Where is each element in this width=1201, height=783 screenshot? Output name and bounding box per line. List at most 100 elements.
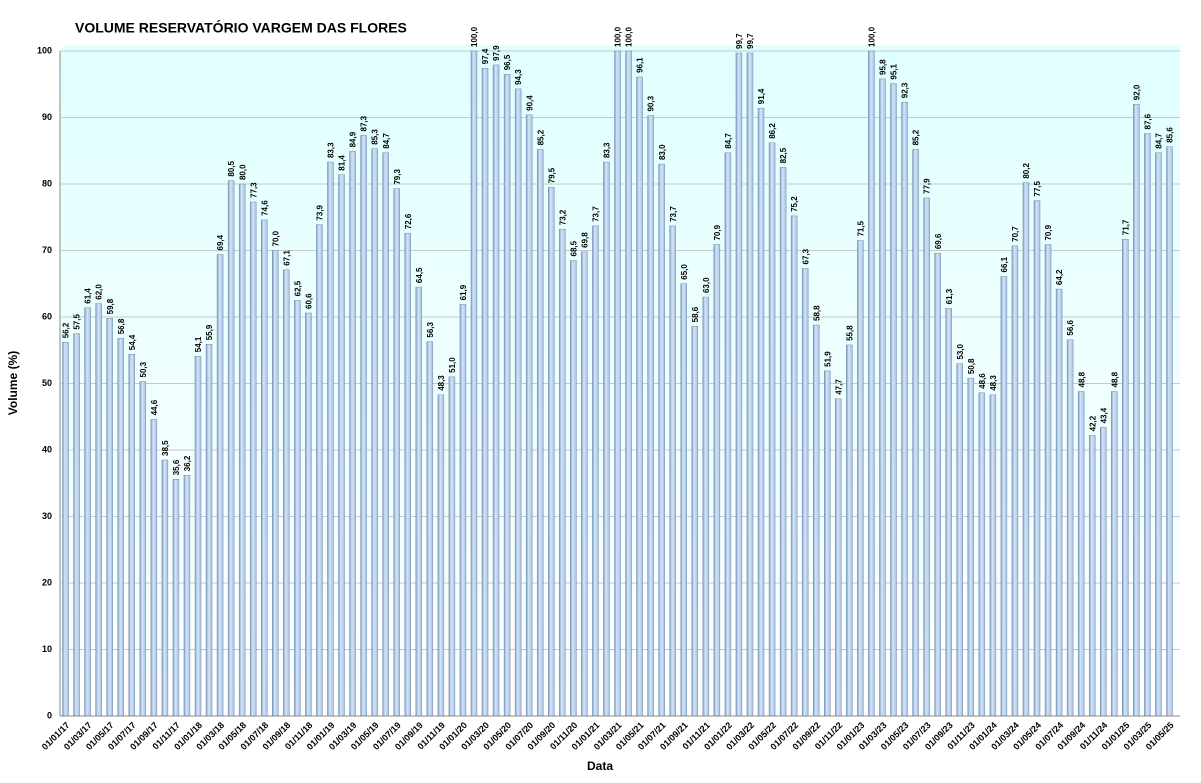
value-label: 84,7	[382, 133, 391, 149]
value-label: 44,6	[150, 399, 159, 415]
value-label: 97,9	[492, 45, 501, 61]
value-label: 70,0	[271, 230, 280, 246]
value-label: 50,3	[139, 361, 148, 377]
bar	[492, 64, 500, 717]
value-label: 54,4	[128, 334, 137, 350]
bar	[283, 269, 290, 717]
bar	[1066, 339, 1074, 717]
value-label: 69,4	[216, 234, 225, 250]
value-label: 67,1	[282, 250, 291, 266]
bar	[503, 74, 511, 717]
value-label: 100,0	[470, 26, 479, 47]
bar	[305, 312, 312, 717]
bar	[912, 149, 919, 717]
value-label: 82,5	[779, 147, 788, 163]
bar	[194, 355, 202, 717]
value-label: 94,3	[514, 69, 523, 85]
bar	[1055, 288, 1063, 717]
bar	[581, 251, 588, 717]
value-label: 47,7	[834, 379, 843, 395]
bar	[437, 394, 445, 717]
value-label: 69,8	[580, 232, 589, 248]
bar	[426, 341, 434, 717]
value-label: 61,3	[945, 288, 954, 304]
bar	[1133, 103, 1140, 717]
value-label: 55,9	[205, 324, 214, 340]
bar	[824, 370, 831, 717]
bar	[956, 363, 963, 717]
bar	[989, 394, 997, 717]
value-label: 43,4	[1099, 407, 1108, 423]
bar	[691, 326, 699, 717]
bar	[415, 286, 423, 717]
y-tick-label: 50	[42, 378, 52, 388]
bar	[106, 318, 113, 717]
bar	[746, 52, 754, 717]
value-label: 87,6	[1144, 113, 1153, 129]
value-label: 77,3	[249, 182, 258, 198]
bar	[404, 232, 411, 717]
bar	[1033, 200, 1041, 717]
value-label: 85,6	[1166, 127, 1175, 143]
value-label: 80,0	[238, 164, 247, 180]
bar	[150, 419, 158, 717]
value-label: 63,0	[702, 277, 711, 293]
bar	[238, 183, 246, 717]
value-label: 90,4	[525, 95, 534, 111]
bar	[327, 161, 334, 717]
value-label: 53,0	[956, 343, 965, 359]
bar	[702, 296, 710, 717]
bar	[647, 115, 654, 717]
value-label: 70,9	[1044, 224, 1053, 240]
bar	[669, 225, 676, 717]
bar	[978, 392, 986, 717]
value-label: 92,3	[901, 82, 910, 98]
bar	[614, 50, 621, 717]
value-label: 57,5	[73, 314, 82, 330]
bar	[459, 304, 467, 717]
bar	[128, 353, 136, 717]
value-label: 80,5	[227, 161, 236, 177]
y-tick-label: 90	[42, 112, 52, 122]
bar	[857, 240, 864, 717]
value-label: 68,5	[569, 240, 578, 256]
bar	[658, 163, 665, 717]
value-label: 56,6	[1066, 319, 1075, 335]
bar	[338, 174, 345, 717]
value-label: 85,3	[371, 129, 380, 145]
y-tick-label: 40	[42, 444, 52, 454]
bar	[790, 215, 798, 717]
value-label: 48,3	[989, 375, 998, 391]
bar	[371, 148, 378, 717]
y-tick-label: 60	[42, 311, 52, 321]
value-label: 48,3	[437, 375, 446, 391]
bar	[1088, 435, 1096, 717]
y-tick-label: 0	[47, 710, 52, 720]
bar	[779, 167, 787, 717]
value-label: 85,2	[912, 129, 921, 145]
bar	[1111, 391, 1118, 717]
bar	[801, 268, 809, 717]
bar	[1122, 238, 1129, 717]
value-label: 100,0	[625, 26, 634, 47]
value-label: 99,7	[735, 33, 744, 49]
value-label: 71,7	[1121, 219, 1130, 235]
bar	[1011, 245, 1019, 717]
value-label: 73,9	[316, 204, 325, 220]
value-label: 35,6	[172, 459, 181, 475]
value-label: 84,7	[724, 133, 733, 149]
bar	[349, 151, 356, 717]
y-tick-label: 20	[42, 577, 52, 587]
bar	[448, 376, 456, 717]
bar	[393, 188, 400, 717]
bar	[713, 244, 721, 717]
value-label: 84,9	[349, 131, 358, 147]
bar	[1099, 427, 1107, 717]
value-label: 73,7	[592, 206, 601, 222]
bar	[835, 398, 842, 717]
value-label: 56,8	[117, 318, 126, 334]
bar	[1077, 391, 1085, 717]
bar	[548, 187, 555, 717]
bar	[161, 459, 169, 717]
value-label: 36,2	[183, 455, 192, 471]
